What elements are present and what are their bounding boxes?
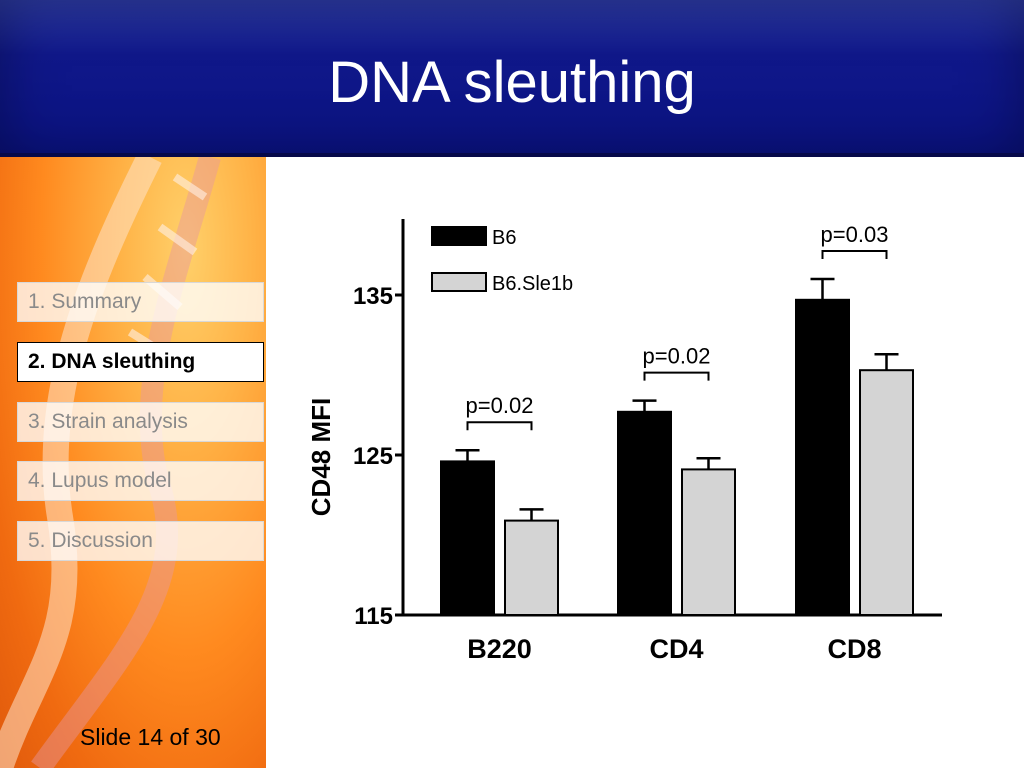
x-category-label: CD4 (649, 634, 703, 664)
y-tick-label: 115 (354, 603, 393, 630)
p-value-annotation: p=0.02 (643, 344, 711, 369)
bar (859, 369, 914, 616)
title-banner: DNA sleuthing (0, 0, 1024, 157)
banner-divider (0, 153, 1024, 157)
nav-item-strain-analysis[interactable]: 3. Strain analysis (17, 402, 264, 442)
bar (681, 468, 736, 616)
p-value-annotation: p=0.03 (821, 222, 889, 247)
significance-bracket (821, 250, 888, 259)
nav-item-lupus-model[interactable]: 4. Lupus model (17, 461, 264, 501)
x-category-label: B220 (467, 634, 532, 664)
legend-label: B6 (492, 227, 516, 249)
legend-swatch (431, 272, 487, 292)
significance-bracket (643, 371, 710, 381)
legend-label: B6.Sle1b (492, 273, 573, 295)
y-axis-title: CD48 MFI (306, 398, 336, 516)
cd48-bar-chart: 115 125 135 CD48 MFI B220 p=0.02 CD4 p=0.02 CD8 p… (306, 219, 942, 664)
nav-item-dna-sleuthing[interactable]: 2. DNA sleuthing (17, 342, 264, 382)
legend-swatch (431, 226, 487, 246)
slide-counter: Slide 14 of 30 (80, 724, 221, 750)
significance-bracket (466, 421, 533, 431)
bar (617, 410, 672, 616)
bar (795, 298, 850, 617)
y-tick-label: 125 (353, 443, 393, 470)
slide-title: DNA sleuthing (328, 50, 696, 115)
nav-item-summary[interactable]: 1. Summary (17, 282, 264, 322)
bar (504, 519, 559, 617)
nav-item-discussion[interactable]: 5. Discussion (17, 521, 264, 561)
bar (440, 460, 495, 616)
p-value-annotation: p=0.02 (466, 393, 534, 418)
x-category-label: CD8 (827, 634, 881, 664)
y-tick-label: 135 (353, 283, 393, 310)
